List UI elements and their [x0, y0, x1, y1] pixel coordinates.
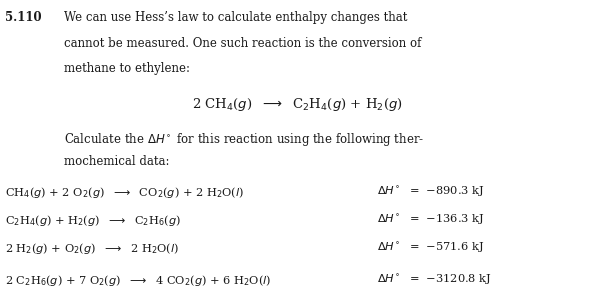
Text: $\Delta$$H$$^\circ$  =  −136.3 kJ: $\Delta$$H$$^\circ$ = −136.3 kJ [377, 213, 485, 227]
Text: cannot be measured. One such reaction is the conversion of: cannot be measured. One such reaction is… [64, 37, 422, 50]
Text: 5.110: 5.110 [5, 11, 42, 24]
Text: C$_2$H$_4$($g$) + H$_2$($g$)  $\longrightarrow$  C$_2$H$_6$($g$): C$_2$H$_4$($g$) + H$_2$($g$) $\longright… [5, 213, 181, 228]
Text: $\Delta$$H$$^\circ$  =  −890.3 kJ: $\Delta$$H$$^\circ$ = −890.3 kJ [377, 185, 485, 199]
Text: 2 CH$_4$($g$)  $\longrightarrow$  C$_2$H$_4$($g$) + H$_2$($g$): 2 CH$_4$($g$) $\longrightarrow$ C$_2$H$_… [192, 96, 402, 113]
Text: We can use Hess’s law to calculate enthalpy changes that: We can use Hess’s law to calculate entha… [64, 11, 407, 24]
Text: mochemical data:: mochemical data: [64, 155, 170, 168]
Text: methane to ethylene:: methane to ethylene: [64, 62, 190, 75]
Text: CH$_4$($g$) + 2 O$_2$($g$)  $\longrightarrow$  CO$_2$($g$) + 2 H$_2$O($l$): CH$_4$($g$) + 2 O$_2$($g$) $\longrightar… [5, 185, 244, 200]
Text: Calculate the $\Delta$$H$$^\circ$ for this reaction using the following ther-: Calculate the $\Delta$$H$$^\circ$ for th… [64, 131, 424, 148]
Text: $\Delta$$H$$^\circ$  =  −571.6 kJ: $\Delta$$H$$^\circ$ = −571.6 kJ [377, 241, 485, 255]
Text: 2 C$_2$H$_6$($g$) + 7 O$_2$($g$)  $\longrightarrow$  4 CO$_2$($g$) + 6 H$_2$O($l: 2 C$_2$H$_6$($g$) + 7 O$_2$($g$) $\longr… [5, 273, 271, 288]
Text: $\Delta$$H$$^\circ$  =  −3120.8 kJ: $\Delta$$H$$^\circ$ = −3120.8 kJ [377, 273, 492, 287]
Text: 2 H$_2$($g$) + O$_2$($g$)  $\longrightarrow$  2 H$_2$O($l$): 2 H$_2$($g$) + O$_2$($g$) $\longrightarr… [5, 241, 179, 256]
